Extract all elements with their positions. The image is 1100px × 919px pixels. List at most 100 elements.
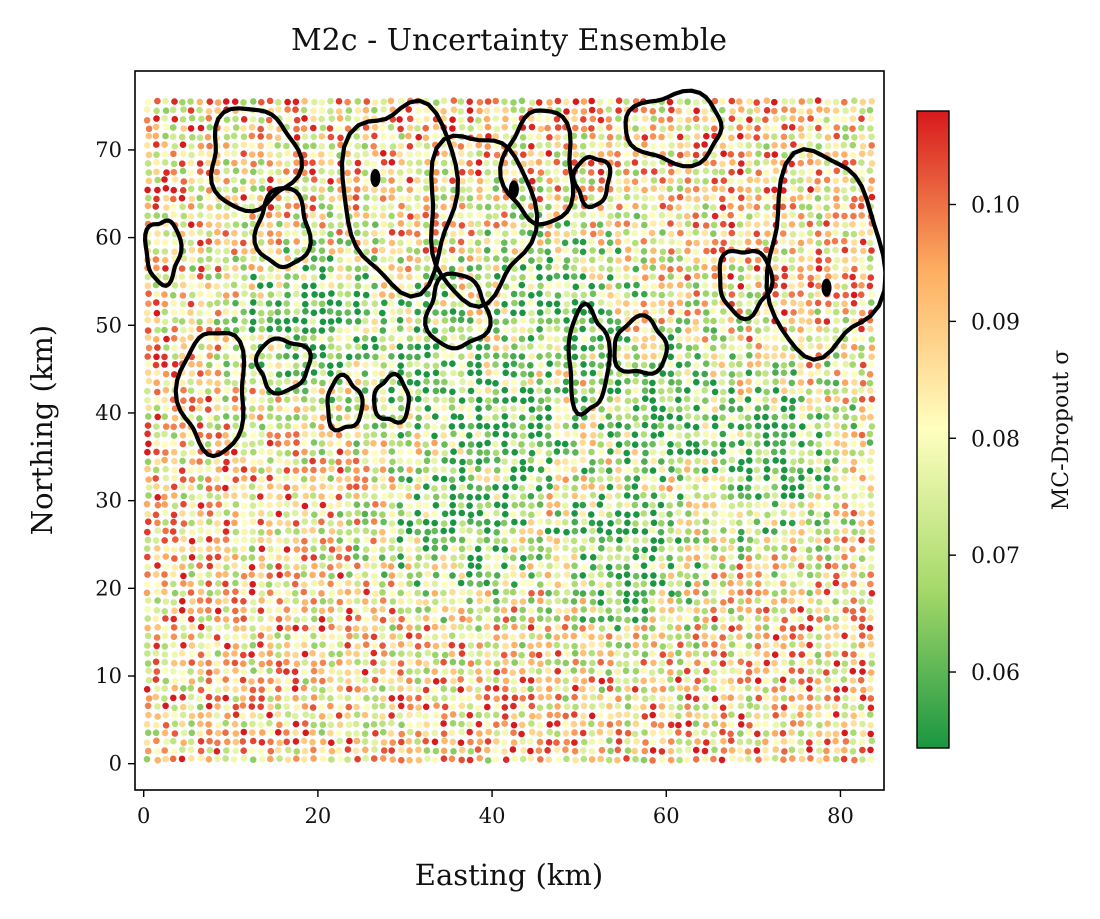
scatter-point bbox=[562, 712, 569, 720]
scatter-point bbox=[502, 256, 509, 263]
scatter-point bbox=[441, 415, 449, 422]
scatter-point bbox=[667, 721, 675, 729]
scatter-point bbox=[492, 369, 500, 376]
scatter-point bbox=[745, 387, 753, 394]
scatter-point bbox=[475, 484, 483, 492]
scatter-point bbox=[179, 510, 186, 517]
scatter-point bbox=[240, 668, 247, 676]
scatter-point bbox=[449, 606, 457, 613]
scatter-point bbox=[648, 554, 656, 562]
scatter-point bbox=[476, 537, 484, 544]
scatter-point bbox=[179, 746, 186, 753]
scatter-point bbox=[309, 650, 316, 657]
scatter-point bbox=[502, 318, 510, 326]
scatter-point bbox=[632, 377, 639, 385]
scatter-point bbox=[694, 457, 701, 465]
scatter-point bbox=[431, 449, 439, 456]
scatter-point bbox=[693, 257, 700, 264]
scatter-point bbox=[615, 518, 622, 525]
scatter-point bbox=[527, 624, 535, 631]
scatter-point bbox=[361, 711, 369, 719]
scatter-point bbox=[860, 247, 867, 255]
scatter-point bbox=[309, 405, 317, 412]
scatter-point bbox=[274, 257, 282, 264]
scatter-point bbox=[196, 597, 204, 604]
scatter-point bbox=[397, 483, 404, 490]
scatter-point bbox=[867, 695, 875, 702]
scatter-point bbox=[423, 634, 431, 641]
scatter-point bbox=[832, 388, 839, 395]
scatter-point bbox=[684, 309, 691, 317]
scatter-point bbox=[563, 257, 571, 264]
scatter-point bbox=[702, 755, 709, 763]
scatter-point bbox=[823, 318, 831, 325]
scatter-point bbox=[754, 642, 762, 650]
scatter-point bbox=[571, 739, 578, 746]
scatter-point bbox=[868, 395, 876, 403]
scatter-point bbox=[302, 387, 309, 395]
scatter-point bbox=[161, 239, 169, 246]
scatter-point bbox=[353, 537, 361, 544]
scatter-point bbox=[589, 369, 597, 377]
scatter-point bbox=[319, 633, 327, 640]
scatter-point bbox=[318, 518, 325, 526]
scatter-point bbox=[291, 474, 299, 482]
scatter-point bbox=[867, 669, 875, 676]
scatter-point bbox=[459, 589, 466, 596]
scatter-point bbox=[720, 483, 727, 491]
scatter-point bbox=[380, 755, 387, 762]
scatter-point bbox=[737, 423, 745, 431]
scatter-point bbox=[520, 317, 527, 324]
scatter-point bbox=[737, 702, 745, 710]
scatter-point bbox=[501, 713, 509, 720]
scatter-point bbox=[206, 562, 214, 570]
scatter-point bbox=[677, 448, 684, 455]
scatter-point bbox=[650, 633, 658, 640]
scatter-point bbox=[196, 379, 203, 386]
scatter-point bbox=[337, 290, 344, 298]
scatter-point bbox=[824, 379, 831, 386]
scatter-point bbox=[718, 361, 726, 369]
scatter-point bbox=[780, 492, 788, 500]
scatter-point bbox=[623, 344, 631, 352]
scatter-point bbox=[144, 327, 152, 334]
scatter-point bbox=[372, 343, 379, 351]
scatter-point bbox=[223, 474, 231, 482]
scatter-point bbox=[598, 248, 606, 255]
scatter-point bbox=[335, 344, 343, 352]
scatter-point bbox=[205, 711, 213, 719]
scatter-point bbox=[544, 747, 551, 754]
scatter-point bbox=[336, 440, 343, 447]
scatter-point bbox=[511, 659, 518, 666]
scatter-point bbox=[353, 501, 361, 509]
scatter-point bbox=[710, 334, 718, 342]
scatter-point bbox=[466, 597, 473, 605]
scatter-point bbox=[571, 642, 578, 650]
scatter-point bbox=[458, 255, 465, 263]
scatter-point bbox=[179, 440, 187, 448]
scatter-point bbox=[441, 290, 449, 298]
scatter-point bbox=[798, 440, 805, 448]
scatter-point bbox=[222, 404, 230, 412]
scatter-point bbox=[614, 677, 622, 684]
scatter-point bbox=[267, 248, 274, 255]
scatter-point bbox=[266, 529, 273, 536]
scatter-point bbox=[293, 283, 300, 291]
scatter-point bbox=[483, 255, 491, 263]
scatter-point bbox=[180, 386, 187, 394]
scatter-point bbox=[816, 378, 823, 385]
scatter-point bbox=[276, 456, 283, 464]
scatter-point bbox=[641, 651, 649, 658]
scatter-point bbox=[362, 722, 370, 729]
scatter-point bbox=[606, 737, 613, 744]
scatter-point bbox=[719, 616, 726, 623]
scatter-point bbox=[519, 264, 527, 271]
scatter-point bbox=[711, 474, 718, 482]
scatter-point bbox=[240, 554, 248, 562]
scatter-point bbox=[423, 493, 431, 501]
scatter-point bbox=[449, 536, 457, 543]
scatter-point bbox=[319, 738, 327, 746]
scatter-point bbox=[667, 580, 675, 588]
scatter-point bbox=[213, 748, 221, 755]
scatter-point bbox=[511, 623, 518, 631]
